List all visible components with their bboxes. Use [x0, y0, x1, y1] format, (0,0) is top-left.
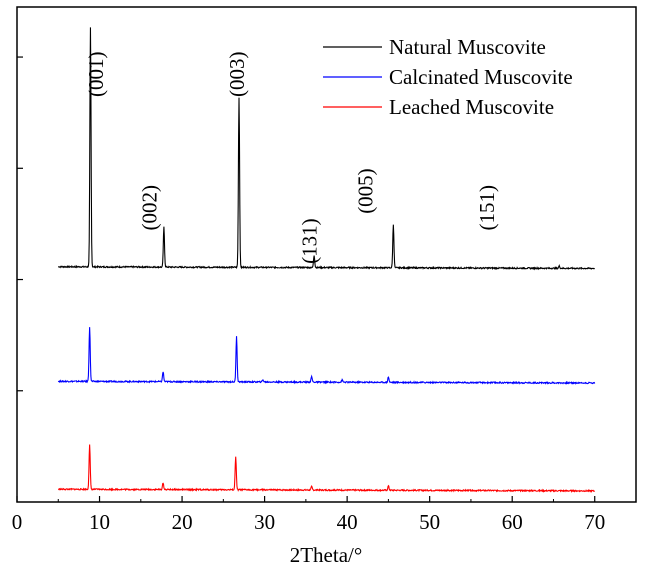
series-line-3 — [57, 444, 595, 494]
legend-label: Calcinated Muscovite — [389, 65, 573, 89]
peak-label: (005) — [354, 168, 378, 214]
peak-label: (001) — [84, 51, 108, 96]
x-tick-label: 30 — [254, 510, 275, 534]
x-axis-title: 2Theta/° — [290, 543, 363, 567]
x-tick-label: 40 — [337, 510, 358, 534]
x-tick-label: 60 — [502, 510, 523, 534]
x-tick-label: 10 — [89, 510, 110, 534]
x-tick-label: 20 — [172, 510, 193, 534]
legend: Natural Muscovite Calcinated Muscovite Lea… — [323, 35, 573, 119]
y-axis-ticks — [17, 56, 23, 392]
x-tick-label: 0 — [12, 510, 23, 534]
series-layer — [57, 27, 596, 494]
series-line-1 — [58, 27, 595, 271]
peak-label: (003) — [225, 51, 249, 97]
peak-label: (002) — [137, 185, 161, 231]
legend-label: Leached Muscovite — [389, 95, 554, 119]
legend-label: Natural Muscovite — [389, 35, 546, 59]
peak-label: (151) — [475, 185, 499, 231]
peak-label: (131) — [298, 218, 322, 264]
series-line-2 — [57, 327, 596, 385]
x-axis-ticks: 0 10 20 30 40 50 60 70 — [12, 496, 605, 534]
peak-annotations: (001) (002) (003) (131) (005) (151) — [84, 51, 499, 263]
x-tick-label: 50 — [419, 510, 440, 534]
plot-frame — [16, 6, 637, 503]
x-tick-label: 70 — [584, 510, 605, 534]
